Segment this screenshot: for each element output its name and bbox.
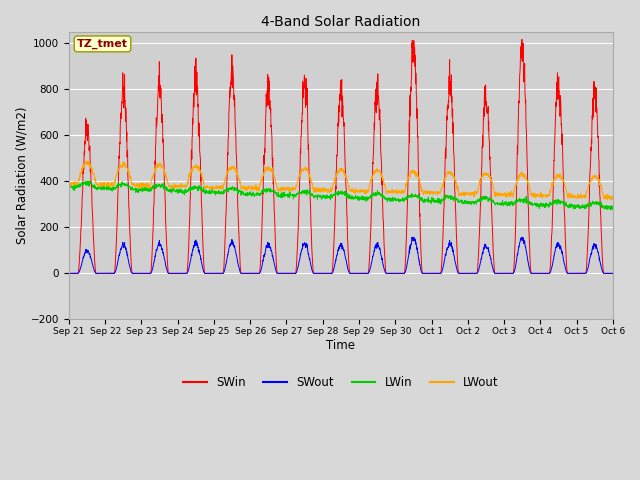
SWin bbox=[518, 36, 525, 42]
SWin bbox=[356, 270, 364, 276]
SWin bbox=[217, 270, 225, 276]
LWin bbox=[576, 206, 584, 212]
SWout bbox=[217, 270, 225, 276]
SWout bbox=[499, 270, 507, 276]
LWout bbox=[369, 174, 376, 180]
Line: SWout: SWout bbox=[69, 237, 613, 273]
SWin bbox=[561, 225, 569, 231]
SWout bbox=[561, 264, 569, 269]
LWout bbox=[83, 158, 91, 164]
LWin bbox=[607, 207, 614, 213]
Text: TZ_tmet: TZ_tmet bbox=[77, 39, 128, 49]
SWin bbox=[369, 178, 376, 184]
X-axis label: Time: Time bbox=[326, 339, 355, 352]
LWout bbox=[604, 197, 611, 203]
LWout bbox=[609, 194, 617, 200]
LWin bbox=[369, 192, 376, 197]
LWout bbox=[357, 187, 365, 192]
LWout bbox=[561, 183, 569, 189]
LWin bbox=[84, 179, 92, 184]
SWin bbox=[609, 270, 617, 276]
SWout bbox=[369, 256, 376, 262]
LWout bbox=[576, 193, 584, 199]
Legend: SWin, SWout, LWin, LWout: SWin, SWout, LWin, LWout bbox=[178, 372, 504, 394]
Y-axis label: Solar Radiation (W/m2): Solar Radiation (W/m2) bbox=[15, 107, 28, 244]
LWin bbox=[609, 204, 617, 210]
Line: SWin: SWin bbox=[69, 39, 613, 273]
SWout bbox=[518, 234, 525, 240]
LWin bbox=[357, 196, 365, 202]
LWin bbox=[561, 199, 569, 205]
LWout bbox=[499, 192, 507, 197]
LWin bbox=[499, 202, 507, 207]
SWin bbox=[65, 270, 73, 276]
LWout bbox=[65, 180, 73, 186]
SWout bbox=[576, 270, 584, 276]
SWin bbox=[576, 270, 584, 276]
LWout bbox=[217, 186, 225, 192]
Title: 4-Band Solar Radiation: 4-Band Solar Radiation bbox=[261, 15, 420, 29]
LWin bbox=[217, 190, 225, 195]
SWout bbox=[609, 270, 617, 276]
SWout bbox=[65, 270, 73, 276]
SWout bbox=[356, 270, 364, 276]
SWin bbox=[499, 270, 507, 276]
Line: LWin: LWin bbox=[69, 181, 613, 210]
Line: LWout: LWout bbox=[69, 161, 613, 200]
LWin bbox=[65, 184, 73, 190]
